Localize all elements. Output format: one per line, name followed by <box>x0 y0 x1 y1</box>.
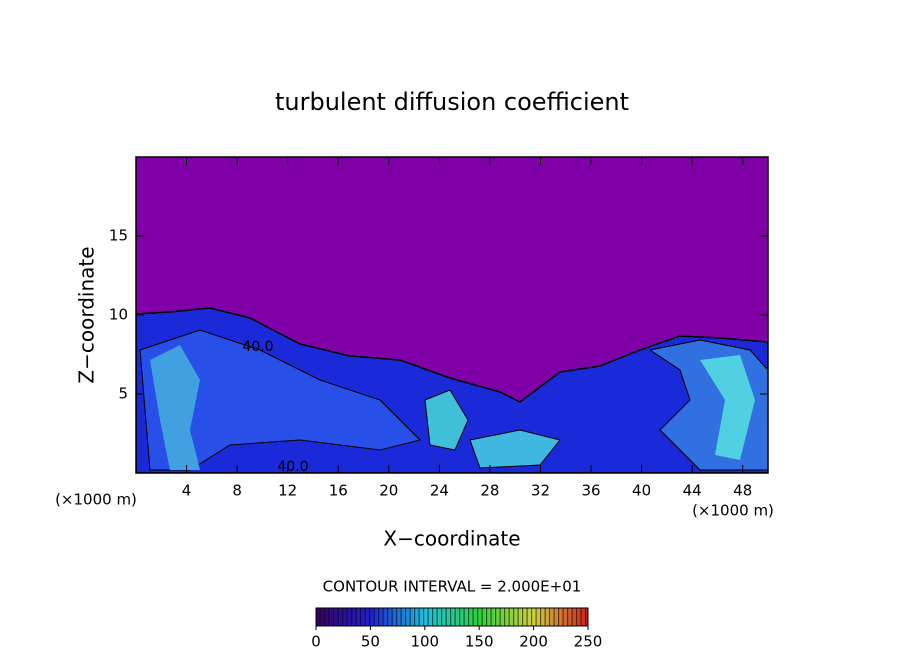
x-tick-label: 36 <box>581 482 600 500</box>
x-tick-label: 28 <box>480 482 499 500</box>
x-tick-label: 24 <box>430 482 449 500</box>
x-tick-label: 44 <box>683 482 702 500</box>
y-tick-label: 15 <box>109 227 128 245</box>
x-tick-label: 32 <box>531 482 550 500</box>
colorbar-tick-label: 100 <box>410 633 439 651</box>
contour-field <box>136 157 768 473</box>
y-tick-label: 10 <box>109 306 128 324</box>
chart-title: turbulent diffusion coefficient <box>275 88 629 116</box>
x-tick-label: 4 <box>182 482 192 500</box>
y-axis-title: Z−coordinate <box>75 246 99 383</box>
colorbar-stripes <box>316 608 588 626</box>
y-tick-label: 5 <box>118 385 128 403</box>
x-tick-label: 8 <box>232 482 242 500</box>
x-tick-label: 20 <box>379 482 398 500</box>
colorbar-tick-label: 200 <box>519 633 548 651</box>
x-tick-label: 12 <box>278 482 297 500</box>
colorbar-frame <box>315 607 589 627</box>
contour-label: 40.0 <box>277 459 308 475</box>
contour-label: 40.0 <box>242 339 273 355</box>
x-tick-label: 40 <box>632 482 651 500</box>
x-axis-title: X−coordinate <box>383 527 520 551</box>
x-unit: (×1000 m) <box>692 502 774 520</box>
x-unit: (×1000 m) <box>55 491 137 509</box>
colorbar-tick-label: 150 <box>465 633 494 651</box>
contour-interval: CONTOUR INTERVAL = 2.000E+01 <box>323 578 582 596</box>
x-tick-label: 48 <box>733 482 752 500</box>
colorbar-tick-label: 50 <box>361 633 380 651</box>
colorbar-tick-label: 0 <box>311 633 321 651</box>
x-tick-label: 16 <box>329 482 348 500</box>
colorbar-tick-label: 250 <box>574 633 603 651</box>
